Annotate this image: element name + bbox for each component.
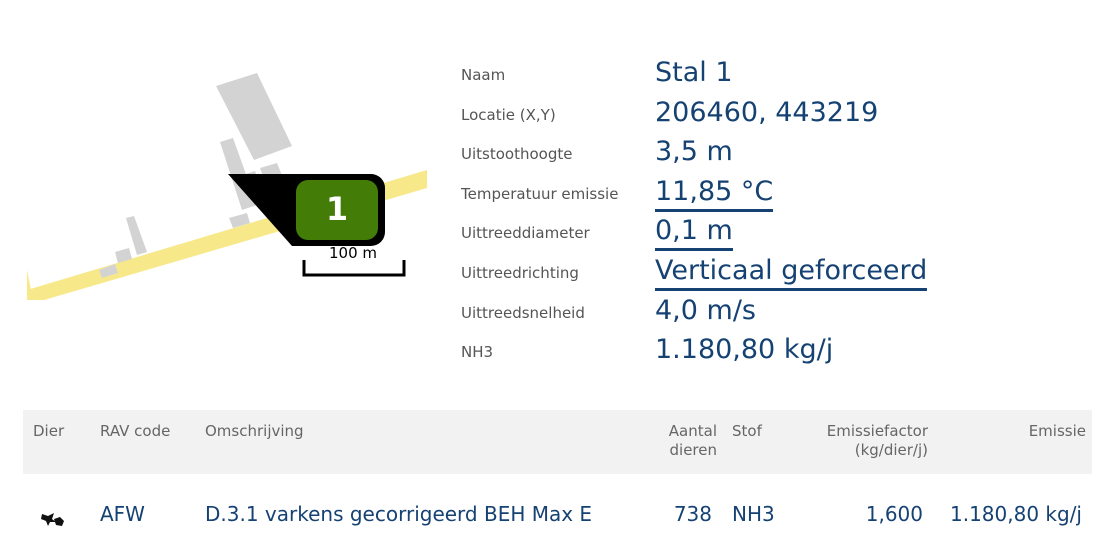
property-label: NH3 (461, 343, 494, 362)
cell-omschrijving: D.3.1 varkens gecorrigeerd BEH Max E (205, 502, 593, 526)
header-dier: Dier (33, 422, 65, 440)
property-value: Stal 1 (655, 57, 733, 88)
property-label: Uittreeddiameter (461, 224, 590, 243)
header-rav-code: RAV code (100, 422, 171, 440)
location-map[interactable]: 1 100 m (27, 60, 427, 300)
property-value[interactable]: 0,1 m (655, 214, 733, 252)
cell-stof: NH3 (732, 502, 775, 526)
property-label: Uitstoothoogte (461, 145, 573, 164)
header-stof: Stof (732, 422, 762, 440)
property-label: Uittreedrichting (461, 263, 579, 282)
scale-label: 100 m (329, 244, 377, 262)
road-edge (27, 270, 33, 300)
header-factor-line1: Emissiefactor (826, 422, 928, 440)
property-value: 4,0 m/s (655, 294, 756, 326)
cell-emissiefactor: 1,600 (865, 502, 923, 526)
header-omschrijving: Omschrijving (205, 422, 304, 440)
property-value: 3,5 m (655, 136, 733, 168)
scale-bar (302, 260, 406, 277)
cell-emissie: 1.180,80 kg/j (950, 502, 1082, 526)
marker-label: 1 (326, 190, 348, 228)
property-label: Locatie (X,Y) (461, 105, 556, 124)
property-label: Uittreedsnelheid (461, 303, 585, 322)
table-header: Dier RAV code Omschrijving Aantal dieren … (23, 410, 1092, 474)
header-aantal-line2: dieren (669, 441, 718, 459)
pig-icon (41, 513, 64, 526)
cell-rav-code: AFW (100, 502, 145, 526)
property-label: Naam (461, 66, 506, 84)
cell-aantal: 738 (673, 502, 712, 526)
header-emissiefactor: Emissiefactor (kg/dier/j) (778, 422, 928, 460)
header-aantal-dieren: Aantal dieren (643, 422, 717, 460)
property-value: 1.180,80 kg/j (655, 334, 834, 366)
header-factor-line2: (kg/dier/j) (854, 441, 928, 459)
header-emissie: Emissie (1028, 422, 1086, 440)
property-label: Temperatuur emissie (461, 184, 619, 203)
property-value[interactable]: Verticaal geforceerd (655, 254, 928, 291)
header-aantal-line1: Aantal (668, 422, 717, 440)
property-value: 206460, 443219 (655, 96, 879, 128)
property-value[interactable]: 11,85 °C (655, 175, 774, 212)
